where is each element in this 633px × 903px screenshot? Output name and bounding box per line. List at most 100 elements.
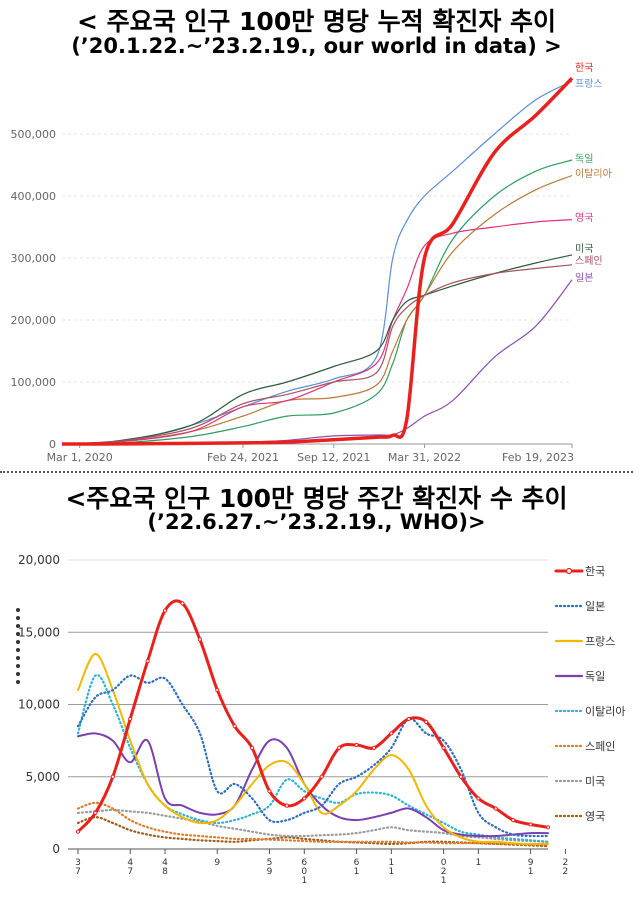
series-line-독일	[61, 159, 573, 445]
chart2-subtitle: (’22.6.27.~’23.2.19., WHO)>	[147, 510, 486, 534]
y-axis-glyph	[16, 632, 20, 636]
series-label: 한국	[575, 62, 593, 74]
data-point	[162, 608, 168, 613]
data-point	[145, 659, 150, 664]
data-point	[528, 822, 533, 827]
chart1-title: < 주요국 인구 100만 명당 누적 확진자 추이	[76, 7, 557, 36]
x-tick-label: Mar 1, 2020	[47, 451, 113, 464]
series-label: 미국	[575, 243, 593, 255]
y-axis-glyph	[16, 648, 20, 652]
legend-item: 이탈리아	[554, 705, 625, 718]
x-tick-label: 2	[441, 867, 447, 877]
data-point	[197, 637, 202, 642]
legend-label: 일본	[585, 599, 605, 613]
x-tick-label: 7	[127, 867, 133, 877]
legend-label: 독일	[585, 669, 605, 683]
data-point	[128, 716, 133, 722]
series-line-이탈리아	[76, 673, 550, 843]
x-tick-label: 9	[267, 867, 273, 877]
series-line-미국	[76, 808, 550, 843]
legend-item: 한국	[554, 565, 605, 578]
x-tick-label: 4	[127, 858, 133, 868]
series-label: 독일	[575, 153, 593, 165]
legend-item: 독일	[554, 669, 605, 683]
x-tick-label: 4	[162, 858, 168, 868]
chart-divider	[0, 471, 633, 473]
x-tick-label: 6	[301, 858, 307, 868]
x-tick-label: Sep 12, 2021	[297, 451, 370, 464]
data-point	[545, 825, 551, 830]
series-line-일본	[76, 674, 550, 838]
y-tick-label: 100,000	[11, 376, 57, 389]
data-point	[267, 789, 272, 794]
series-line-독일	[77, 732, 549, 838]
x-tick-label: 1	[388, 867, 394, 877]
legend-label: 영국	[585, 810, 605, 823]
y-tick-label: 400,000	[11, 190, 57, 203]
x-tick-label: 9	[528, 858, 534, 868]
x-tick-label: 8	[162, 867, 168, 877]
y-tick-label: 5,000	[26, 770, 60, 784]
x-tick-label: 5	[267, 858, 273, 868]
y-tick-label: 500,000	[11, 128, 57, 141]
y-tick-label: 0	[49, 438, 56, 451]
data-point	[354, 742, 359, 748]
y-axis-glyph	[16, 672, 20, 676]
y-tick-label: 300,000	[11, 252, 57, 265]
cumulative-cases-chart: 0 100,000 200,000 300,000 400,000 500,000 Mar …	[11, 62, 612, 464]
y-axis-glyph	[16, 616, 20, 620]
series-line-스페인	[61, 264, 573, 445]
legend-item: 미국	[554, 775, 605, 788]
x-tick-label: 0	[441, 858, 447, 868]
y-tick-label: 200,000	[11, 314, 57, 327]
chart1-subtitle: (’20.1.22.~’23.2.19., our world in data)…	[71, 34, 562, 58]
y-axis-glyph	[16, 664, 20, 668]
y-axis-glyph	[16, 680, 20, 684]
y-axis-glyph	[16, 656, 20, 660]
data-point	[511, 818, 516, 823]
x-tick-label: 3	[75, 858, 81, 868]
data-point	[319, 774, 324, 779]
x-tick-label: 1	[441, 876, 447, 886]
x-tick-label: 0	[301, 867, 307, 877]
series-label: 스페인	[575, 255, 603, 267]
data-point	[493, 806, 498, 811]
data-point	[476, 796, 481, 801]
series-line-스페인	[76, 801, 550, 846]
series-line-프랑스	[77, 652, 549, 845]
data-point	[232, 724, 237, 729]
y-axis-glyph	[16, 608, 20, 612]
x-tick-label: 6	[354, 858, 360, 868]
y-tick-label: 20,000	[18, 553, 60, 567]
series-line-영국	[61, 219, 573, 445]
series-label: 이탈리아	[575, 167, 612, 180]
chart2-title: <주요국 인구 100만 명당 주간 확진자 수 추이	[65, 484, 568, 513]
data-point	[406, 716, 411, 722]
data-point	[75, 829, 81, 834]
legend-label: 한국	[585, 565, 605, 578]
data-point	[249, 745, 255, 750]
legend-label: 프랑스	[585, 635, 615, 648]
y-tick-label: 0	[52, 842, 60, 856]
x-tick-label: 9	[214, 858, 220, 868]
data-point	[110, 774, 115, 779]
data-point	[389, 731, 394, 736]
x-tick-label: 1	[301, 876, 307, 886]
legend-label: 이탈리아	[585, 705, 625, 718]
data-point	[215, 687, 220, 693]
data-point	[424, 719, 429, 724]
x-tick-label: 2	[563, 867, 569, 877]
y-tick-label: 10,000	[18, 698, 60, 712]
legend-item: 스페인	[554, 740, 615, 753]
data-point	[337, 745, 342, 750]
series-line-미국	[61, 254, 573, 445]
data-point	[302, 796, 307, 801]
x-tick-label: Feb 24, 2021	[207, 451, 279, 464]
data-point	[93, 810, 98, 815]
x-tick-label: Mar 31, 2022	[388, 451, 461, 464]
data-point	[284, 803, 289, 808]
series-line-이탈리아	[61, 174, 573, 445]
legend-label: 스페인	[585, 740, 615, 753]
x-tick-label: Feb 19, 2023	[502, 451, 574, 464]
series-line-한국	[76, 599, 550, 834]
